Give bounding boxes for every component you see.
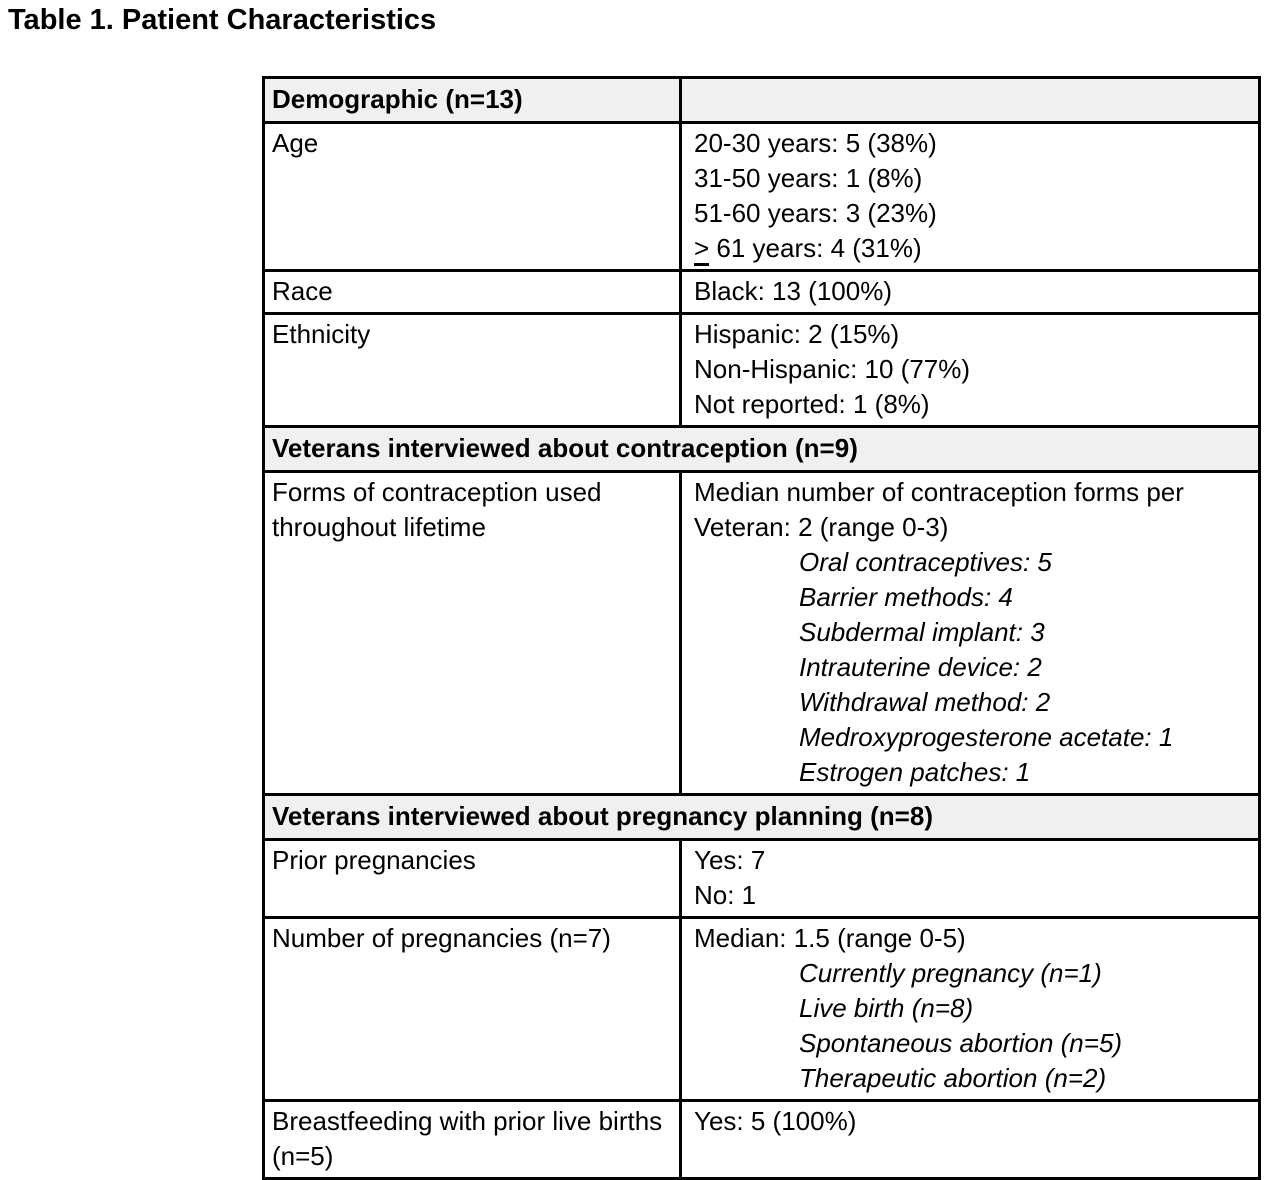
value-subline: Medroxyprogesterone acetate: 1 xyxy=(799,722,1174,752)
value-subline: Intrauterine device: 2 xyxy=(799,652,1042,682)
row-value: Hispanic: 2 (15%) Non-Hispanic: 10 (77%) N… xyxy=(679,312,1261,428)
value-subline: Oral contraceptives: 5 xyxy=(799,547,1052,577)
section-header-row: Veterans interviewed about pregnancy pla… xyxy=(262,793,1261,841)
row-value: 20-30 years: 5 (38%) 31-50 years: 1 (8%) 5… xyxy=(679,121,1261,272)
value-line: Yes: 7 xyxy=(694,845,766,875)
value-subline: Barrier methods: 4 xyxy=(799,582,1013,612)
value-subline: Live birth (n=8) xyxy=(799,993,974,1023)
row-value: Median: 1.5 (range 0-5) Currently pregnan… xyxy=(679,916,1261,1102)
row-value: Black: 13 (100%) xyxy=(679,269,1261,315)
value-line: 20-30 years: 5 (38%) xyxy=(694,128,937,158)
row-label: Ethnicity xyxy=(262,312,682,428)
value-line: > 61 years: 4 (31%) xyxy=(694,231,1250,266)
table-row: Number of pregnancies (n=7) Median: 1.5 (… xyxy=(262,916,1261,1102)
row-value: Median number of contraception forms per… xyxy=(679,470,1261,796)
row-label: Race xyxy=(262,269,682,315)
value-subline: Spontaneous abortion (n=5) xyxy=(799,1028,1123,1058)
row-label: Prior pregnancies xyxy=(262,838,682,919)
value-subline: Estrogen patches: 1 xyxy=(799,757,1031,787)
value-line: 31-50 years: 1 (8%) xyxy=(694,163,923,193)
value-subline: Subdermal implant: 3 xyxy=(799,617,1045,647)
section-header: Demographic (n=13) xyxy=(262,76,682,124)
value-line: Median number of contraception forms per… xyxy=(694,477,1184,542)
row-label: Forms of contraception used throughout l… xyxy=(262,470,682,796)
value-line: Hispanic: 2 (15%) xyxy=(694,319,900,349)
section-header-row: Demographic (n=13) xyxy=(262,76,1261,124)
value-subline: Withdrawal method: 2 xyxy=(799,687,1051,717)
section-header-empty-cell xyxy=(679,76,1261,124)
table-row: Prior pregnancies Yes: 7 No: 1 xyxy=(262,838,1261,919)
row-value: Yes: 7 No: 1 xyxy=(679,838,1261,919)
value-line: Black: 13 (100%) xyxy=(694,276,892,306)
section-header: Veterans interviewed about contraception… xyxy=(262,425,1261,473)
value-line: Yes: 5 (100%) xyxy=(694,1106,857,1136)
value-subline: Currently pregnancy (n=1) xyxy=(799,958,1102,988)
table-row: Forms of contraception used throughout l… xyxy=(262,470,1261,796)
value-line: Not reported: 1 (8%) xyxy=(694,389,930,419)
table-title: Table 1. Patient Characteristics xyxy=(8,4,437,36)
value-subline: Therapeutic abortion (n=2) xyxy=(799,1063,1107,1093)
table-row: Ethnicity Hispanic: 2 (15%) Non-Hispanic: … xyxy=(262,312,1261,428)
table-row: Race Black: 13 (100%) xyxy=(262,269,1261,315)
patient-characteristics-table: Demographic (n=13) Age 20-30 years: 5 (38%… xyxy=(262,76,1261,1180)
greater-equal-sign: > xyxy=(694,233,710,266)
table-row: Age 20-30 years: 5 (38%) 31-50 years: 1 (8… xyxy=(262,121,1261,272)
value-line: Non-Hispanic: 10 (77%) xyxy=(694,354,971,384)
section-header-row: Veterans interviewed about contraception… xyxy=(262,425,1261,473)
row-label: Number of pregnancies (n=7) xyxy=(262,916,682,1102)
row-label: Age xyxy=(262,121,682,272)
value-line: Median: 1.5 (range 0-5) xyxy=(694,923,966,953)
value-line: 51-60 years: 3 (23%) xyxy=(694,198,937,228)
section-header: Veterans interviewed about pregnancy pla… xyxy=(262,793,1261,841)
value-line: No: 1 xyxy=(694,880,757,910)
